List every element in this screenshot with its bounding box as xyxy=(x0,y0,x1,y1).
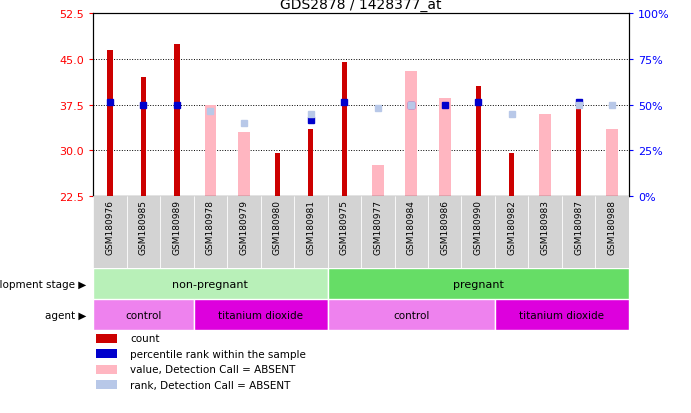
Bar xyxy=(275,154,280,196)
Bar xyxy=(475,87,481,196)
Bar xyxy=(227,196,261,268)
Bar xyxy=(462,196,495,268)
Text: titanium dioxide: titanium dioxide xyxy=(218,310,303,320)
Bar xyxy=(439,99,451,196)
Text: control: control xyxy=(125,310,162,320)
Bar xyxy=(495,196,529,268)
Text: GSM180988: GSM180988 xyxy=(607,200,616,255)
Text: control: control xyxy=(393,310,429,320)
Text: GSM180979: GSM180979 xyxy=(239,200,248,255)
Text: non-pregnant: non-pregnant xyxy=(173,279,248,289)
Text: GSM180984: GSM180984 xyxy=(407,200,416,254)
Bar xyxy=(406,72,417,196)
Bar xyxy=(361,196,395,268)
Bar xyxy=(261,196,294,268)
Bar xyxy=(328,299,495,330)
Bar xyxy=(606,130,618,196)
Text: GSM180986: GSM180986 xyxy=(440,200,449,255)
Bar xyxy=(395,196,428,268)
Text: pregnant: pregnant xyxy=(453,279,504,289)
Bar xyxy=(308,130,314,196)
Text: GSM180989: GSM180989 xyxy=(173,200,182,255)
Bar xyxy=(193,299,328,330)
Bar xyxy=(529,196,562,268)
Bar xyxy=(495,299,629,330)
Text: value, Detection Call = ABSENT: value, Detection Call = ABSENT xyxy=(131,364,296,374)
Bar xyxy=(95,349,117,358)
Text: GSM180978: GSM180978 xyxy=(206,200,215,255)
Bar xyxy=(576,102,581,196)
Bar xyxy=(372,166,384,196)
Bar xyxy=(328,268,629,299)
Bar xyxy=(509,154,514,196)
Bar xyxy=(539,114,551,196)
Bar xyxy=(562,196,596,268)
Bar xyxy=(93,299,193,330)
Text: percentile rank within the sample: percentile rank within the sample xyxy=(131,349,306,359)
Text: agent ▶: agent ▶ xyxy=(45,310,86,320)
Bar xyxy=(93,268,328,299)
Text: GSM180983: GSM180983 xyxy=(540,200,549,255)
Bar xyxy=(328,196,361,268)
Bar xyxy=(95,365,117,374)
Text: GSM180987: GSM180987 xyxy=(574,200,583,255)
Bar xyxy=(95,380,117,389)
Bar xyxy=(95,334,117,343)
Text: GSM180975: GSM180975 xyxy=(340,200,349,255)
Bar xyxy=(341,63,347,196)
Text: GSM180981: GSM180981 xyxy=(306,200,315,255)
Text: titanium dioxide: titanium dioxide xyxy=(520,310,605,320)
Title: GDS2878 / 1428377_at: GDS2878 / 1428377_at xyxy=(281,0,442,12)
Text: GSM180985: GSM180985 xyxy=(139,200,148,255)
Text: development stage ▶: development stage ▶ xyxy=(0,279,86,289)
Text: rank, Detection Call = ABSENT: rank, Detection Call = ABSENT xyxy=(131,380,291,390)
Bar xyxy=(126,196,160,268)
Bar xyxy=(93,196,126,268)
Bar xyxy=(294,196,328,268)
Bar xyxy=(596,196,629,268)
Bar xyxy=(428,196,462,268)
Bar xyxy=(160,196,193,268)
Text: GSM180990: GSM180990 xyxy=(474,200,483,255)
Bar xyxy=(107,51,113,196)
Text: GSM180977: GSM180977 xyxy=(373,200,382,255)
Bar xyxy=(238,133,249,196)
Text: GSM180976: GSM180976 xyxy=(106,200,115,255)
Text: GSM180980: GSM180980 xyxy=(273,200,282,255)
Text: GSM180982: GSM180982 xyxy=(507,200,516,254)
Bar xyxy=(193,196,227,268)
Bar xyxy=(141,78,146,196)
Bar xyxy=(205,105,216,196)
Bar xyxy=(174,45,180,196)
Text: count: count xyxy=(131,333,160,343)
